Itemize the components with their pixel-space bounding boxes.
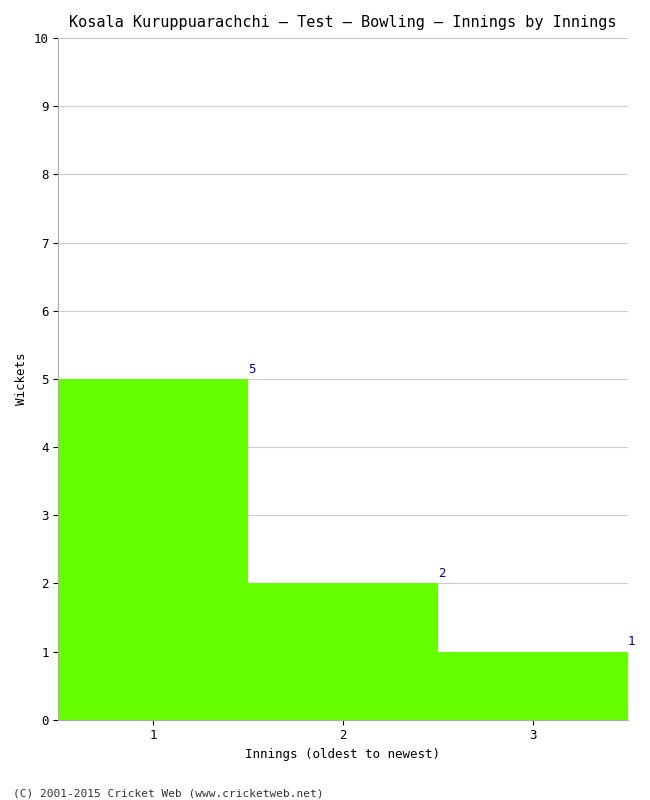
- Bar: [248, 583, 437, 720]
- Text: (C) 2001-2015 Cricket Web (www.cricketweb.net): (C) 2001-2015 Cricket Web (www.cricketwe…: [13, 788, 324, 798]
- Text: 1: 1: [627, 635, 635, 648]
- X-axis label: Innings (oldest to newest): Innings (oldest to newest): [246, 748, 441, 761]
- Bar: [58, 379, 248, 720]
- Text: 2: 2: [437, 567, 445, 580]
- Y-axis label: Wickets: Wickets: [15, 353, 28, 405]
- Text: 5: 5: [248, 362, 255, 375]
- Bar: [437, 651, 627, 720]
- Title: Kosala Kuruppuarachchi – Test – Bowling – Innings by Innings: Kosala Kuruppuarachchi – Test – Bowling …: [69, 15, 617, 30]
